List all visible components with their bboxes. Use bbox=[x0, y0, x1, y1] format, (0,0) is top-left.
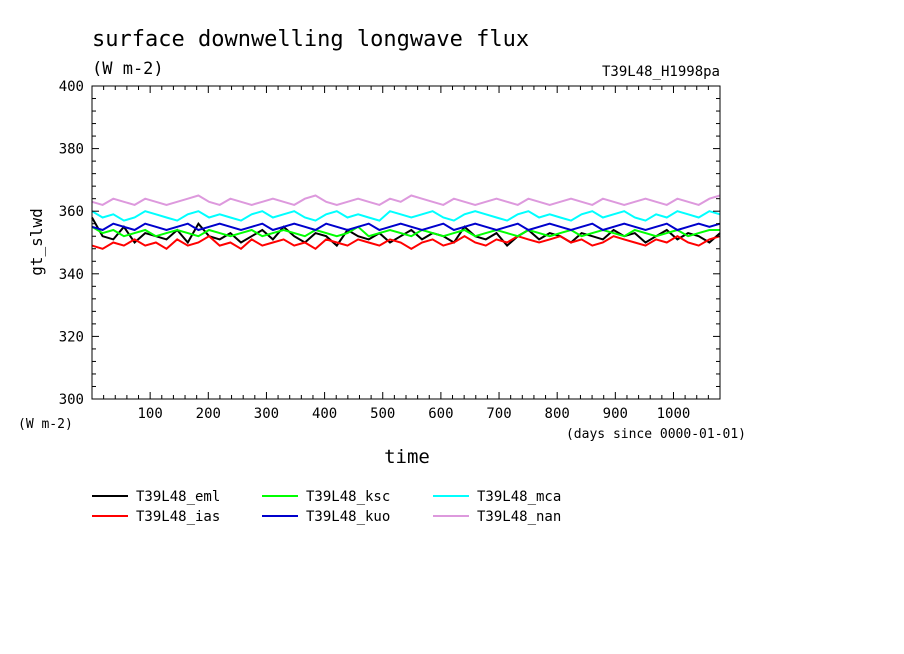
legend-label-T39L48_kuo: T39L48_kuo bbox=[306, 509, 390, 525]
x-axis-label: time bbox=[384, 446, 430, 468]
tick-layer bbox=[92, 86, 720, 399]
y-tick-label: 320 bbox=[59, 329, 84, 345]
series-line-T39L48_ksc bbox=[91, 225, 720, 238]
legend: T39L48_eml T39L48_ias T39L48_ksc T39L48_kuo… bbox=[92, 489, 561, 525]
x-unit-label: (days since 0000-01-01) bbox=[566, 427, 746, 442]
chart-subtitle: (W m-2) bbox=[92, 59, 164, 79]
y-tick-label: 400 bbox=[59, 79, 84, 95]
series-line-T39L48_ias bbox=[91, 234, 721, 251]
x-tick-label: 200 bbox=[196, 406, 221, 422]
y-tick-label: 360 bbox=[59, 204, 84, 220]
series-line-T39L48_eml bbox=[91, 217, 721, 248]
plot-frame bbox=[91, 85, 721, 400]
legend-label-T39L48_mca: T39L48_mca bbox=[477, 489, 561, 505]
x-tick-label: 600 bbox=[428, 406, 453, 422]
series-layer bbox=[91, 194, 721, 251]
y-axis-label: gt_slwd bbox=[27, 208, 46, 275]
x-tick-label: 500 bbox=[370, 406, 395, 422]
y-tick-label: 380 bbox=[59, 142, 84, 158]
legend-label-T39L48_nan: T39L48_nan bbox=[477, 509, 561, 525]
series-line-T39L48_mca bbox=[91, 210, 721, 222]
x-tick-label: 700 bbox=[486, 406, 511, 422]
legend-label-T39L48_eml: T39L48_eml bbox=[136, 489, 220, 505]
chart-title: surface downwelling longwave flux bbox=[92, 27, 529, 52]
legend-label-T39L48_ias: T39L48_ias bbox=[136, 509, 220, 525]
legend-label-T39L48_ksc: T39L48_ksc bbox=[306, 489, 390, 505]
x-tick-label: 800 bbox=[545, 406, 570, 422]
series-line-T39L48_nan bbox=[91, 194, 721, 206]
x-tick-label: 1000 bbox=[657, 406, 691, 422]
x-tick-label: 400 bbox=[312, 406, 337, 422]
series-line-T39L48_kuo bbox=[91, 222, 721, 232]
tick-label-layer: 100 200 300 400 500 600 700 800 900 1000 300 320 340… bbox=[59, 79, 691, 422]
x-tick-label: 300 bbox=[254, 406, 279, 422]
y-tick-label: 300 bbox=[59, 392, 84, 408]
y-tick-label: 340 bbox=[59, 267, 84, 283]
run-label: T39L48_H1998pa bbox=[602, 64, 720, 80]
x-tick-label: 900 bbox=[603, 406, 628, 422]
y-unit-label: (W m-2) bbox=[18, 417, 73, 432]
x-tick-label: 100 bbox=[137, 406, 162, 422]
